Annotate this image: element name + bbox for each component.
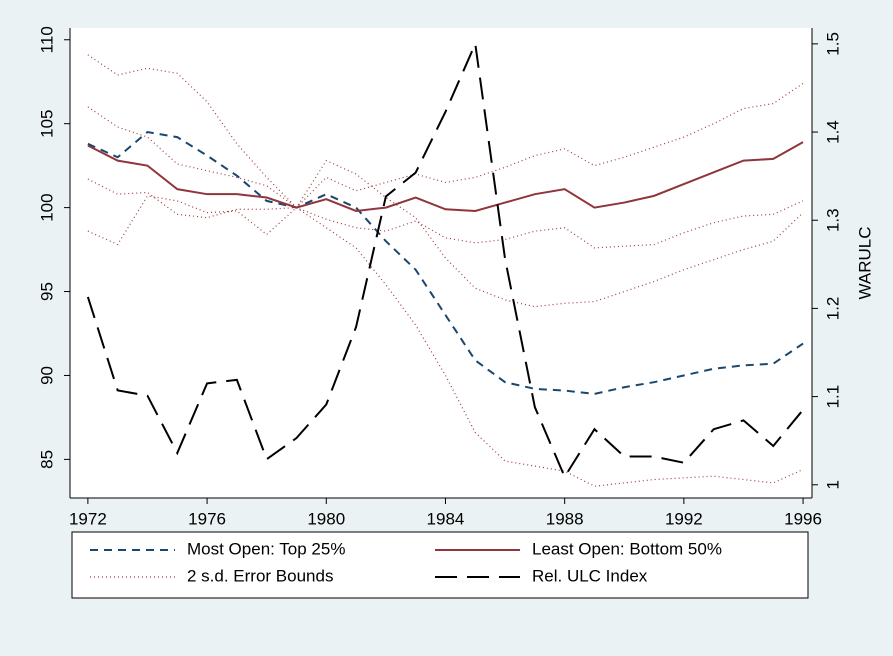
y-tick-label: 105 — [37, 109, 56, 137]
error-bound-line — [87, 195, 804, 487]
y-tick-label: 100 — [37, 193, 56, 221]
x-tick-label: 1992 — [665, 509, 703, 528]
y-tick-label: 95 — [37, 282, 56, 301]
error-bound-line — [87, 54, 804, 308]
x-tick-label: 1972 — [69, 509, 107, 528]
x-tick-label: 1996 — [784, 509, 822, 528]
y2-tick-label: 1.2 — [823, 297, 842, 321]
y-tick-label: 110 — [37, 26, 56, 53]
legend-label: Most Open: Top 25% — [187, 539, 345, 558]
legend-label: Least Open: Bottom 50% — [532, 539, 722, 558]
y2-tick-label: 1 — [823, 480, 842, 489]
x-tick-label: 1976 — [188, 509, 226, 528]
y2-tick-label: 1.5 — [823, 32, 842, 56]
error-bound-line — [87, 178, 804, 249]
legend-label: Rel. ULC Index — [532, 566, 648, 585]
y2-tick-label: 1.3 — [823, 208, 842, 232]
y2-tick-label: 1.1 — [823, 385, 842, 409]
error-bound-line — [87, 82, 804, 209]
series-line — [86, 40, 804, 479]
y2-axis-label: WARULC — [855, 226, 874, 299]
x-tick-label: 1988 — [546, 509, 584, 528]
series-line — [87, 131, 804, 395]
x-tick-label: 1984 — [427, 509, 465, 528]
y-tick-label: 85 — [37, 450, 56, 469]
x-tick-label: 1980 — [307, 509, 345, 528]
legend — [71, 531, 809, 599]
plot-area — [70, 28, 812, 498]
y2-tick-label: 1.4 — [823, 120, 842, 144]
series-line — [87, 141, 804, 212]
y-tick-label: 90 — [37, 366, 56, 385]
legend-label: 2 s.d. Error Bounds — [187, 566, 333, 585]
